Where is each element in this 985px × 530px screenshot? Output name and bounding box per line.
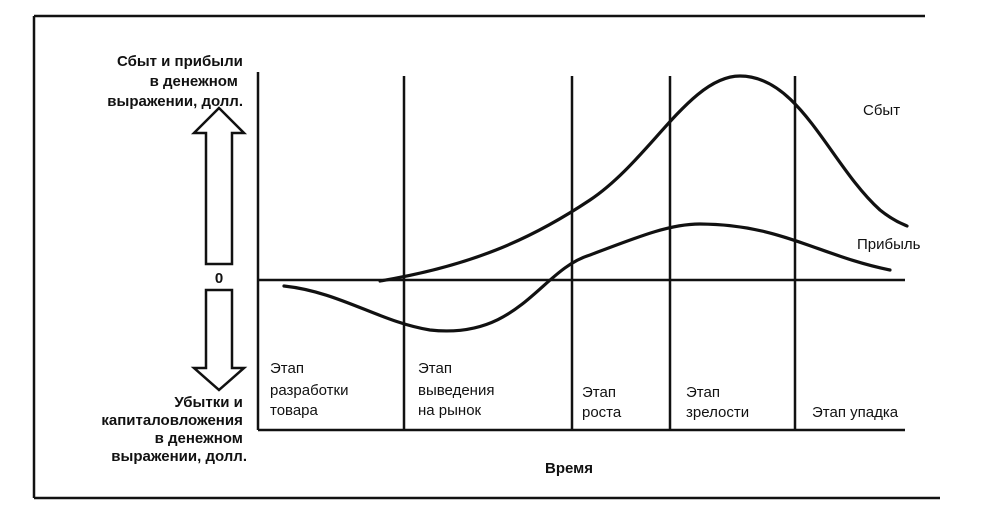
stage-label-growth: Этап роста (582, 384, 622, 421)
zero-label: 0 (215, 270, 223, 287)
stage-label-maturity: Этап зрелости (686, 384, 749, 421)
series-line-sales (378, 74, 909, 283)
series-line-profit (282, 222, 892, 333)
chart-frame (32, 14, 940, 500)
y-lower-label: Убытки и капиталовложения в денежном выр… (101, 394, 247, 465)
stage-dividers (402, 76, 797, 430)
up-arrow-icon (190, 106, 248, 266)
y-lower-label-line: выражении, долл. (111, 448, 247, 465)
y-upper-label: Сбыт и прибыли в денежном выражении, дол… (107, 53, 247, 110)
stage-label-decline: Этап упадка (812, 404, 899, 421)
y-lower-label-line: Убытки и (174, 394, 243, 411)
x-axis-label: Время (545, 460, 593, 477)
y-lower-label-line: в денежном (155, 430, 243, 447)
y-upper-label-line: в денежном (150, 73, 238, 90)
down-arrow-icon (190, 288, 248, 392)
axes (256, 72, 905, 432)
series-label-sales: Сбыт (863, 102, 900, 119)
stage-label-development: Этап разработки товара (270, 360, 353, 419)
y-upper-label-line: выражении, долл. (107, 93, 243, 110)
y-upper-label-line: Сбыт и прибыли (117, 53, 243, 70)
y-lower-label-line: капиталовложения (101, 412, 242, 429)
stage-label-introduction: Этап выведения на рынок (418, 360, 499, 419)
series-label-profit: Прибыль (857, 236, 921, 253)
